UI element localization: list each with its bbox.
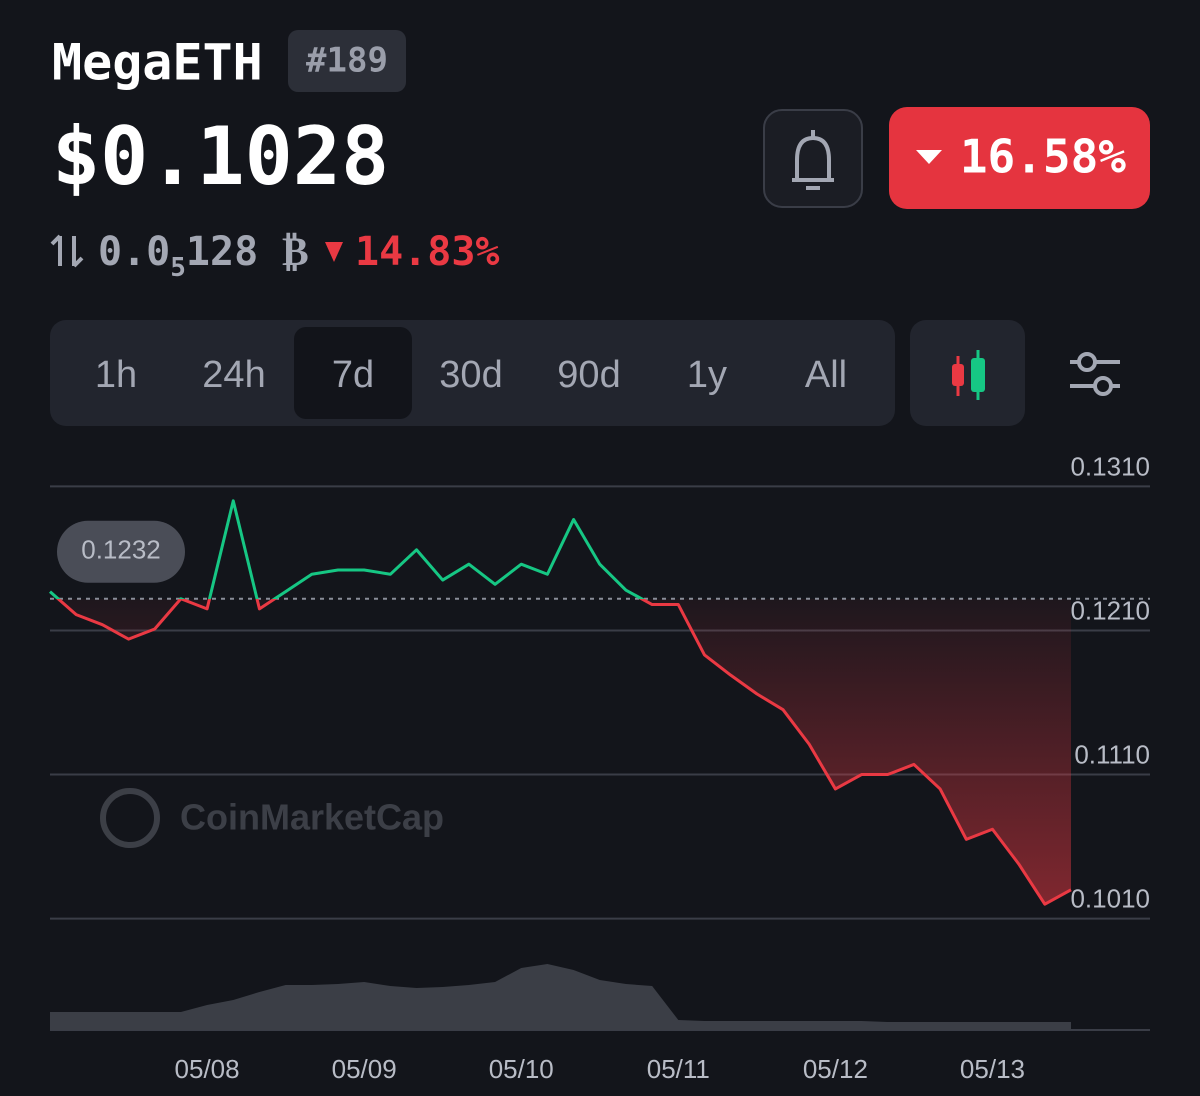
btc-symbol: ₿ xyxy=(282,229,309,275)
candle-toggle[interactable] xyxy=(910,320,1025,426)
x-tick-label: 05/09 xyxy=(332,1054,397,1084)
bell-icon xyxy=(792,130,834,190)
time-tab[interactable]: 24h xyxy=(202,354,265,396)
time-tab[interactable]: 1h xyxy=(95,354,137,396)
chart: 0.1310 0.1210 0.1110 0.1010 0.1232 05/08 05/09… xyxy=(49,451,1150,1084)
x-tick-label: 05/12 xyxy=(803,1054,868,1084)
x-tick-label: 05/08 xyxy=(175,1054,240,1084)
btc-change: 14.83% xyxy=(355,229,500,275)
volume-area xyxy=(50,964,1071,1030)
y-tick-label: 0.1310 xyxy=(1070,451,1150,481)
x-tick-label: 05/13 xyxy=(960,1054,1025,1084)
y-tick-label: 0.1010 xyxy=(1070,883,1150,913)
x-tick-label: 05/11 xyxy=(647,1054,710,1084)
alert-button[interactable] xyxy=(763,109,863,208)
tab-bar xyxy=(50,320,895,426)
time-tab[interactable]: All xyxy=(805,354,847,396)
time-tab[interactable]: 1y xyxy=(687,354,727,396)
rank-badge xyxy=(288,30,406,92)
candle-red-body xyxy=(952,364,964,386)
time-tab[interactable]: 90d xyxy=(557,354,620,396)
loss-area xyxy=(58,598,1071,905)
swap-icon xyxy=(50,234,84,268)
watermark-text: CoinMarketCap xyxy=(180,797,444,838)
time-tab[interactable]: 7d xyxy=(332,354,374,396)
btc-price-sub: 5 xyxy=(170,253,186,283)
btc-down-arrow xyxy=(325,242,343,262)
y-tick-label: 0.1210 xyxy=(1070,595,1150,625)
y-tick-label: 0.1110 xyxy=(1074,739,1150,769)
btc-price: 0.05128 xyxy=(98,229,258,283)
watermark: CoinMarketCap xyxy=(100,788,444,848)
x-tick-label: 05/10 xyxy=(489,1054,554,1084)
price-line xyxy=(49,499,1072,906)
candle-green-body xyxy=(971,358,985,392)
time-tab[interactable]: 30d xyxy=(439,354,502,396)
settings-icon[interactable] xyxy=(1070,352,1120,396)
change-24h: 16.58% xyxy=(960,130,1126,184)
reference-label: 0.1232 xyxy=(81,535,161,565)
rank: #189 xyxy=(306,41,388,81)
change-badge xyxy=(889,107,1150,209)
btc-price-rest: 128 xyxy=(186,229,258,275)
btc-price-lead: 0.0 xyxy=(98,229,170,275)
coin-name: MegaETH xyxy=(52,34,263,92)
active-tab xyxy=(294,327,412,419)
reference-bubble xyxy=(57,520,185,583)
down-arrow xyxy=(916,150,942,164)
price: $0.1028 xyxy=(52,110,389,203)
